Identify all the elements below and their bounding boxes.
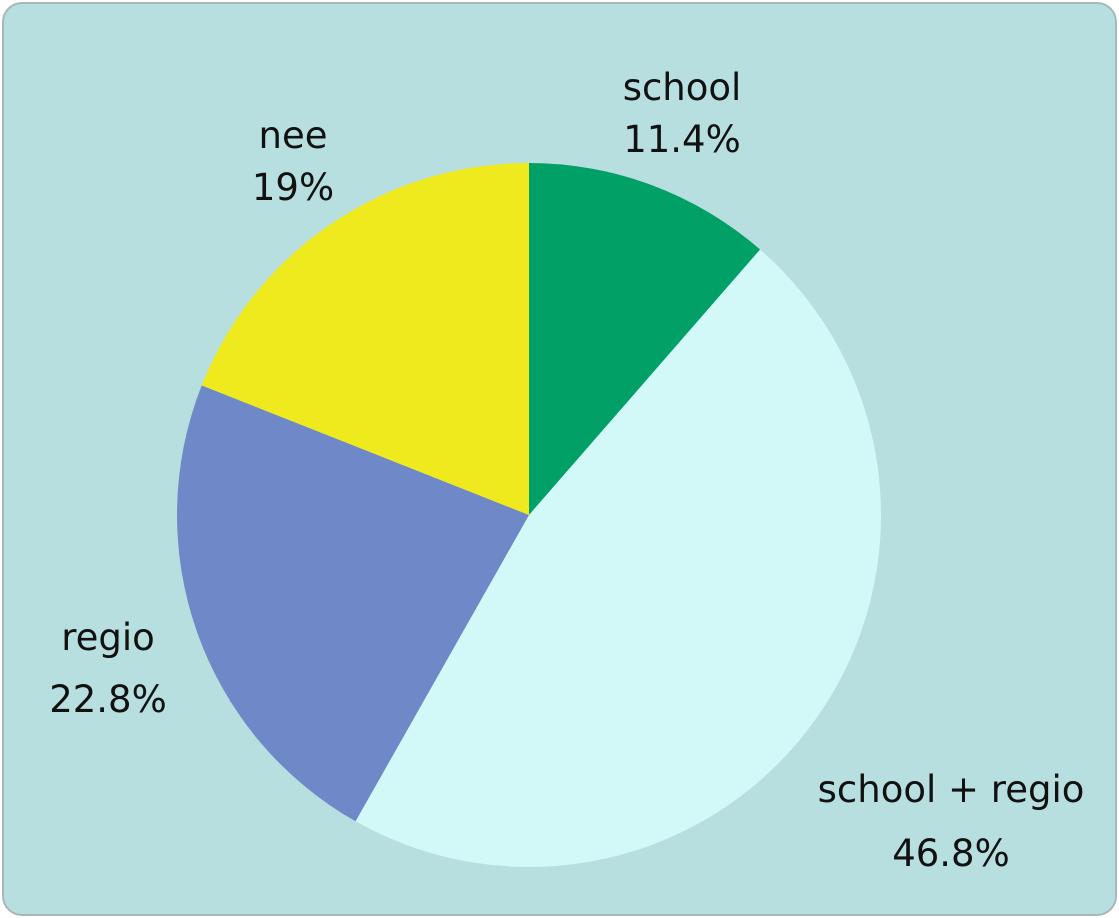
slice-value-label: 46.8%	[892, 832, 1010, 875]
slice-label: regio	[61, 616, 155, 659]
pie-slice-school	[529, 163, 761, 515]
pie-labels: school 11.4% school + regio 46.8% regio 22.8%…	[49, 66, 1084, 875]
pie-slice-nee	[201, 162, 529, 515]
slice-value-label: 22.8%	[49, 678, 167, 721]
pie-slices	[177, 162, 882, 867]
slice-value-label: 11.4%	[623, 118, 741, 161]
pie-slice-regio	[177, 385, 529, 822]
pie-slice-school-regio	[355, 249, 882, 867]
slice-label: school + regio	[818, 768, 1085, 811]
slice-label: school	[623, 66, 742, 109]
pie-chart: school 11.4% school + regio 46.8% regio 22.8%…	[49, 66, 1084, 875]
slice-value-label: 19%	[252, 166, 334, 209]
slice-label: nee	[259, 114, 328, 157]
